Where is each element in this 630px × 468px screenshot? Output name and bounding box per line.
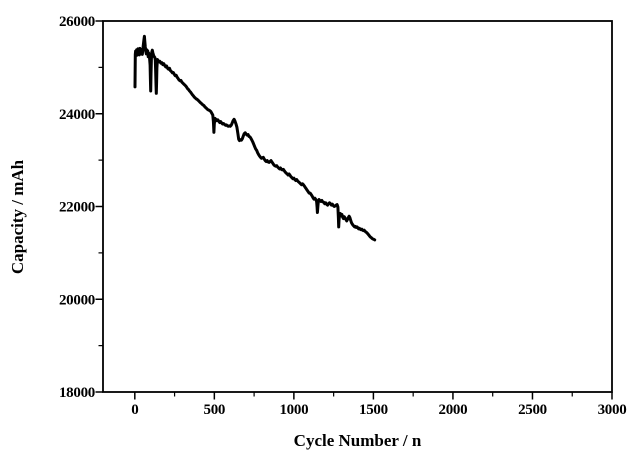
y-tick-label: 24000	[59, 107, 95, 123]
x-tick-label: 0	[131, 402, 138, 418]
x-tick-label: 2000	[439, 402, 468, 418]
y-tick-label: 20000	[59, 292, 95, 308]
y-tick-label: 22000	[59, 200, 95, 216]
x-tick-label: 500	[204, 402, 226, 418]
capacity-curve	[133, 34, 377, 242]
y-axis-title: Capacity / mAh	[8, 159, 27, 275]
x-tick-label: 1500	[359, 402, 388, 418]
x-tick-label: 3000	[598, 402, 627, 418]
y-tick-label: 26000	[59, 14, 95, 30]
x-tick-label: 1000	[279, 402, 308, 418]
plot-border	[102, 20, 613, 393]
x-axis-title: Cycle Number / n	[293, 431, 422, 450]
x-tick-label: 2500	[518, 402, 547, 418]
y-tick-label: 18000	[59, 385, 95, 401]
